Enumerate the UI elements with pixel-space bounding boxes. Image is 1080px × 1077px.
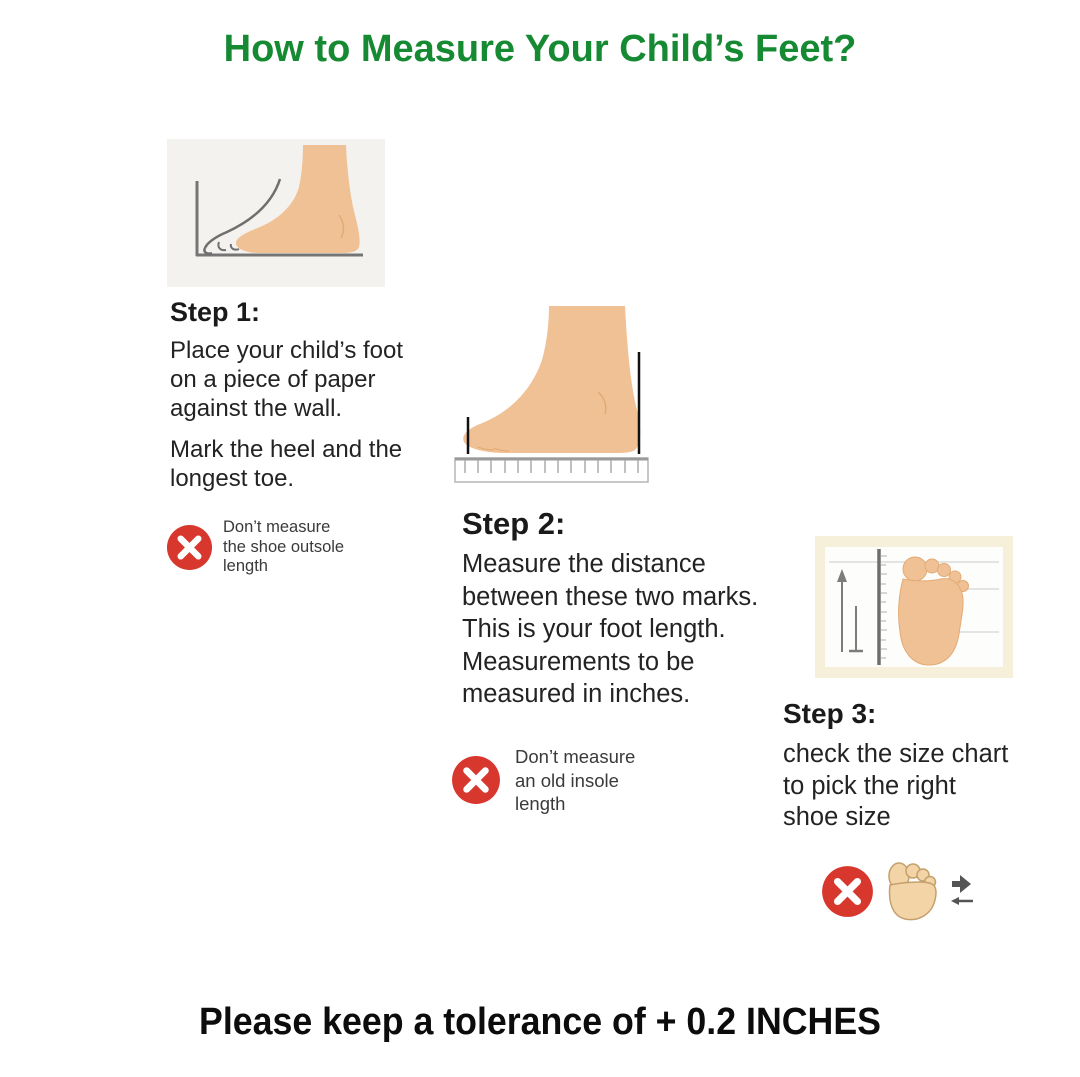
step-2-line: Measurements to be [462, 647, 695, 676]
x-circle-icon [166, 524, 213, 570]
dont-line: length [223, 557, 268, 575]
step-3-paragraph: check the size chart to pick the right s… [783, 739, 1008, 834]
foot-against-wall-icon [167, 139, 385, 287]
step-2-line: This is your foot length. [462, 615, 726, 643]
foot-top-view-icon [888, 862, 937, 921]
tolerance-note: Please keep a tolerance of + 0.2 INCHES [199, 1001, 881, 1043]
foot-measuring-gauge-illustration [815, 536, 1013, 683]
step-3-line: check the size chart [783, 740, 1009, 768]
step-1-heading: Step 1: [170, 297, 261, 327]
x-circle-icon [452, 756, 500, 805]
page-title: How to Measure Your Child’s Feet? [223, 28, 857, 70]
step-1-line: against the wall. [170, 395, 343, 422]
step-1-paragraph-1: Place your child’s foot on a piece of pa… [170, 336, 403, 423]
foot-against-wall-illustration [167, 139, 385, 292]
dont-line: length [515, 793, 566, 814]
x-circle-icon [822, 865, 873, 917]
step-2-line: Measure the distance [462, 550, 706, 578]
step-3-line: to pick the right [783, 771, 956, 800]
step-3-dont-note [821, 859, 974, 923]
step-2-dont-note: Don’t measure an old insole length [451, 745, 635, 816]
step-1-text: Step 1: Place your child’s foot on a pie… [170, 297, 403, 493]
step-1-line: on a piece of paper [170, 366, 376, 393]
step-2-line: between these two marks. [462, 582, 759, 611]
fit-arrows-icon [951, 875, 973, 905]
step-2-heading: Step 2: [462, 506, 566, 541]
step-1-line: longest toe. [170, 465, 295, 492]
foot-on-ruler-illustration [448, 298, 653, 491]
step-1-dont-text: Don’t measure the shoe outsole length [223, 518, 344, 577]
foot-on-ruler-icon [454, 306, 649, 483]
step-3-heading: Step 3: [783, 698, 877, 729]
step-2-text: Step 2: Measure the distance between the… [462, 506, 758, 711]
step-1-line: Place your child’s foot [170, 337, 404, 364]
step-1-paragraph-2: Mark the heel and the longest toe. [170, 435, 403, 493]
dont-line: an old insole [515, 769, 619, 791]
step-1-dont-note: Don’t measure the shoe outsole length [166, 518, 344, 577]
dont-line: Don’t measure [515, 746, 636, 767]
step-3-text: Step 3: check the size chart to pick the… [783, 698, 1008, 834]
step-3-line: shoe size [783, 803, 891, 831]
dont-line: the shoe outsole [223, 537, 345, 556]
step-2-paragraph: Measure the distance between these two m… [462, 548, 758, 711]
step-2-dont-text: Don’t measure an old insole length [515, 745, 635, 816]
step-1-line: Mark the heel and the [170, 436, 403, 463]
step-2-line: measured in inches. [462, 680, 691, 708]
dont-line: Don’t measure [223, 518, 331, 536]
foot-measuring-gauge-icon [815, 536, 1013, 678]
